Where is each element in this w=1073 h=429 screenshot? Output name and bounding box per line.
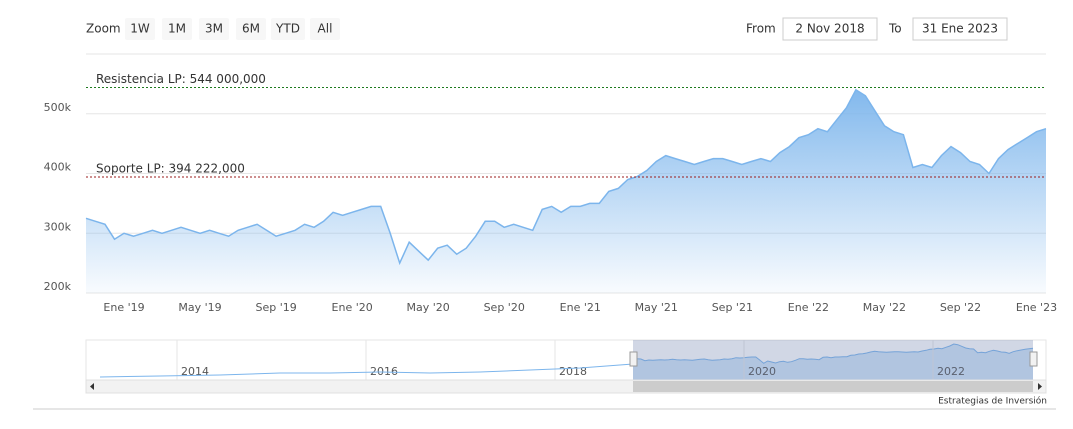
x-tick-label: Ene '20 (332, 301, 373, 314)
range-button[interactable] (236, 18, 266, 40)
range-button-label: 1M (168, 22, 186, 36)
line (85, 88, 1047, 266)
range-button-label: YTD (275, 22, 300, 36)
range-button[interactable] (125, 18, 155, 40)
navigator-line (632, 343, 1034, 364)
x-tick-label: Sep '20 (484, 301, 525, 314)
y-tick-label: 200k (44, 280, 72, 293)
x-tick-label: May '21 (635, 301, 678, 314)
x-tick-label: Ene '22 (788, 301, 829, 314)
x-tick-label: May '19 (178, 301, 221, 314)
scroll-right[interactable] (1038, 383, 1042, 390)
y-tick-label: 300k (44, 220, 72, 233)
range-button-label: 1W (130, 22, 150, 36)
x-tick-label: Ene '23 (1016, 301, 1057, 314)
scroll-left[interactable] (90, 383, 94, 390)
scrollbar-thumb[interactable] (633, 381, 1033, 392)
navigator-handle[interactable] (1029, 351, 1038, 367)
navigator-label: 2016 (370, 365, 398, 378)
to-label: To (888, 22, 902, 36)
plot: 200k 300k 400k 500k Ene '19 May '19 Sep '19 Ene… (44, 53, 1057, 314)
range-button[interactable] (199, 18, 229, 40)
range-button-label: All (318, 22, 333, 36)
navigator-label: 2018 (559, 365, 587, 378)
x-tick-label: May '20 (407, 301, 450, 314)
plot-line-label: Resistencia LP: 544 000,000 (96, 72, 266, 86)
range-button-label: 6M (242, 22, 260, 36)
y-tick-label: 500k (44, 101, 72, 114)
to-input[interactable] (912, 17, 1008, 41)
navigator-label: 2014 (181, 365, 209, 378)
navigator-label: 2022 (937, 365, 965, 378)
navigator-selection[interactable] (633, 340, 1033, 380)
range-button[interactable] (310, 18, 340, 40)
range-buttons: 1W 1M 3M 6M YTD All (125, 18, 340, 40)
zoom-label: Zoom (86, 22, 121, 36)
from-input[interactable] (782, 17, 878, 41)
from-label: From (746, 22, 776, 36)
plot-line-label: Soporte LP: 394 222,000 (96, 161, 245, 175)
x-tick-label: Sep '19 (255, 301, 296, 314)
range-button-label: 3M (205, 22, 223, 36)
x-tick-label: Ene '19 (103, 301, 144, 314)
x-tick-label: Sep '22 (940, 301, 981, 314)
y-tick-label: 400k (44, 161, 72, 174)
x-tick-label: Sep '21 (712, 301, 753, 314)
navigator-label: 2020 (748, 365, 776, 378)
credits: Estrategias de Inversión (938, 396, 1047, 407)
area (86, 89, 1046, 293)
x-tick-label: Ene '21 (560, 301, 601, 314)
range-button[interactable] (162, 18, 192, 40)
range-button[interactable] (271, 18, 305, 40)
navigator-handle[interactable] (629, 351, 638, 367)
from-value: 2 Nov 2018 (795, 22, 864, 36)
navigator-frame (85, 339, 1047, 381)
navigator-history-line (99, 363, 634, 378)
to-value: 31 Ene 2023 (922, 22, 998, 36)
x-tick-label: May '22 (863, 301, 906, 314)
